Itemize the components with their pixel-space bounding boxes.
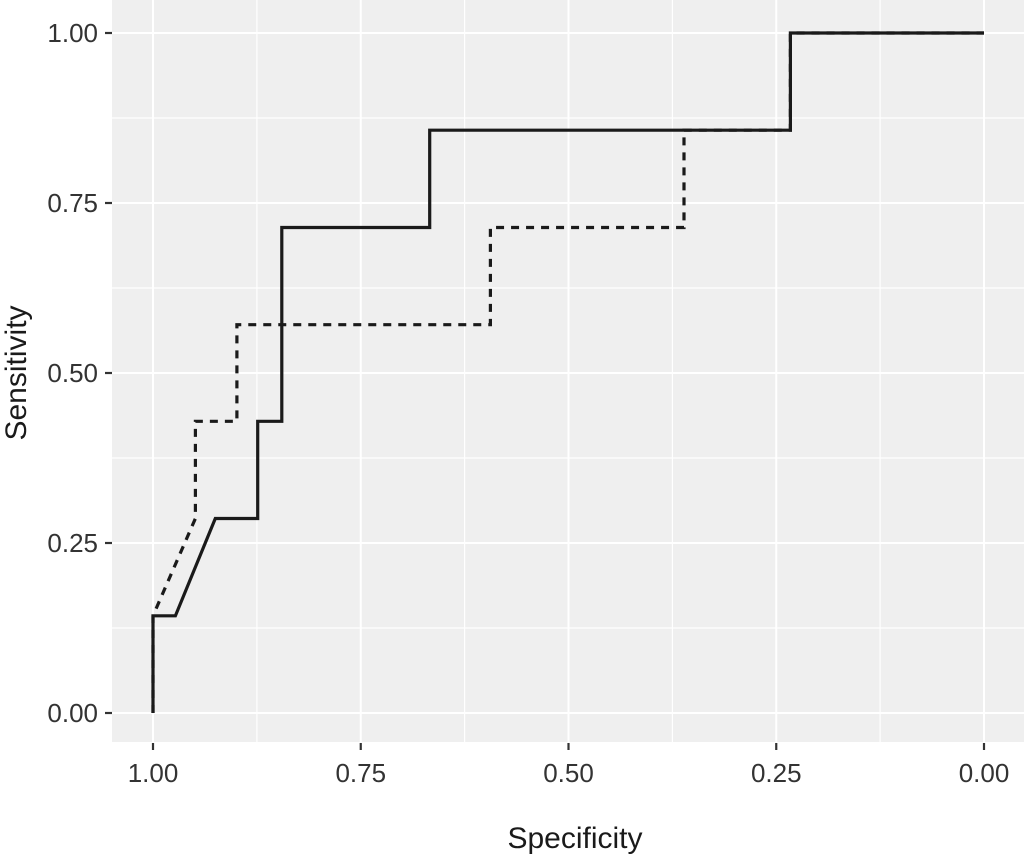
x-tick-label: 0.75 (335, 758, 386, 788)
x-tick-label: 0.50 (543, 758, 594, 788)
x-tick-label: 0.25 (751, 758, 802, 788)
x-axis-title: Specificity (507, 822, 642, 855)
y-tick-label: 0.50 (47, 358, 98, 388)
x-tick-label: 0.00 (959, 758, 1010, 788)
y-axis-title: Sensitivity (0, 305, 33, 440)
x-tick-label: 1.00 (128, 758, 179, 788)
roc-curves (151, 31, 984, 713)
axis-tick-labels: 1.00 0.75 0.50 0.25 0.00 0.00 0.25 0.50 0.75 1.00 (47, 18, 1009, 788)
roc-curve-solid (151, 31, 984, 713)
y-tick-label: 0.25 (47, 528, 98, 558)
axis-ticks (105, 31, 986, 750)
y-tick-label: 1.00 (47, 18, 98, 48)
y-tick-label: 0.75 (47, 188, 98, 218)
y-tick-label: 0.00 (47, 698, 98, 728)
grid-major (112, 0, 1024, 742)
